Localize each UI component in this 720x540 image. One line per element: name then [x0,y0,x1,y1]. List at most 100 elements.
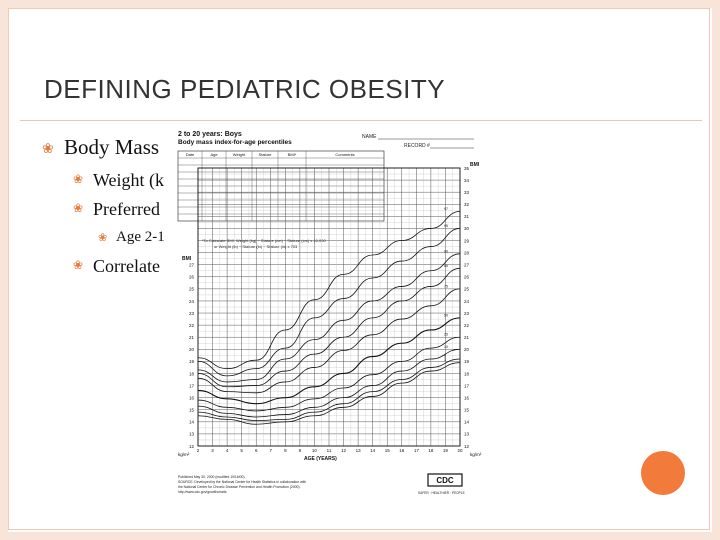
table-header: BMI* [288,152,297,157]
y-tick-label-right: 27 [464,262,470,267]
percentile-curve-25 [197,336,461,412]
x-tick-label: 8 [284,448,287,453]
x-tick-label: 14 [370,448,376,453]
cdc-logo-text: CDC [436,476,454,485]
table-header: Comments [335,152,354,157]
unit-label-left: kg/m² [178,452,190,457]
bullet-icon: ❀ [98,232,108,244]
percentile-curve-10 [197,348,461,418]
bullet-icon: ❀ [73,258,84,272]
title-divider [20,120,702,121]
x-tick-label: 7 [270,448,273,453]
y-tick-label-left: 26 [189,275,195,280]
y-tick-label-right: 33 [464,190,470,195]
y-tick-label-left: 24 [189,299,195,304]
bullet-age: Age 2-1 [116,229,165,245]
bullet-body-mass: Body Mass [64,135,160,159]
bullet-correlate: Correlate [93,256,160,276]
percentile-curve-85 [197,267,461,388]
y-tick-label-left: 17 [189,383,195,388]
slide-title: DEFINING PEDIATRIC OBESITY [44,74,446,104]
x-tick-label: 13 [356,448,362,453]
percentile-label-50: 50 [444,313,448,317]
y-tick-label-left: 20 [189,347,195,352]
footer-line-2: SOURCE: Developed by the National Center… [178,480,306,484]
percentile-curve-50 [197,317,461,405]
footer-line-4: http://www.cdc.gov/growthcharts [178,490,227,494]
footer-line-3: the National Center for Chronic Disease … [178,485,301,489]
bmi-growth-chart: 2 to 20 years: Boys Body mass index-for-… [174,128,490,500]
percentile-curve-3 [197,362,461,425]
y-tick-label-left: 16 [189,395,195,400]
y-tick-label-right: 34 [464,178,470,183]
y-tick-label-left: 27 [189,262,195,267]
y-tick-label-right: 32 [464,202,470,207]
plot-grid [197,167,461,447]
table-header: Age [210,152,218,157]
age-axis-label: AGE (YEARS) [304,456,337,462]
bmi-axis-label-left: BMI [182,256,192,262]
bullet-icon: ❀ [73,201,84,215]
bullet-preferred: Preferred [93,199,160,219]
percentile-label-5: 5 [444,354,446,358]
table-header: Date [186,152,195,157]
x-tick-label: 11 [327,448,332,453]
percentile-curve-90 [197,253,461,383]
unit-label-right: kg/m² [470,452,482,457]
y-tick-label-right: 18 [464,371,470,376]
percentile-label-3: 3 [444,358,446,362]
bullet-icon: ❀ [73,172,84,186]
cdc-logo [427,473,463,487]
x-tick-label: 20 [457,448,463,453]
x-tick-label: 2 [197,448,200,453]
y-tick-label-right: 15 [464,408,470,413]
percentile-label-85: 85 [444,264,448,268]
percentile-label-75: 75 [444,284,448,288]
decorative-orange-circle [641,451,685,495]
y-tick-label-left: 15 [189,408,195,413]
y-tick-label-right: 28 [464,250,470,255]
y-tick-label-right: 31 [464,214,470,219]
x-tick-label: 5 [240,448,243,453]
x-tick-label: 10 [312,448,318,453]
x-tick-label: 9 [299,448,302,453]
name-label: NAME [362,134,377,140]
y-tick-label-right: 12 [464,444,470,449]
y-tick-label-right: 29 [464,238,470,243]
table-header: Weight [233,152,246,157]
percentile-curve-5 [197,358,461,422]
percentile-label-10: 10 [444,345,448,349]
y-tick-label-right: 26 [464,275,470,280]
y-tick-label-right: 17 [464,383,470,388]
y-tick-label-right: 24 [464,299,470,304]
x-tick-label: 6 [255,448,258,453]
y-tick-label-right: 35 [464,166,470,171]
record-label: RECORD # [404,143,430,149]
y-tick-label-right: 19 [464,359,470,364]
y-tick-label-left: 22 [189,323,195,328]
x-tick-label: 15 [385,448,391,453]
x-tick-label: 3 [211,448,214,453]
y-tick-label-right: 23 [464,311,470,316]
y-tick-label-left: 19 [189,359,195,364]
x-tick-label: 17 [414,448,420,453]
percentile-curve-95 [197,228,461,377]
chart-header-line1: 2 to 20 years: Boys [178,131,242,138]
y-tick-label-left: 12 [189,444,195,449]
bmi-chart-svg: 2 to 20 years: Boys Body mass index-for-… [177,131,482,495]
slide-inner-border [8,8,710,530]
x-tick-label: 16 [399,448,405,453]
y-tick-label-right: 21 [464,335,470,340]
percentile-curve-75 [197,288,461,394]
percentile-label-25: 25 [444,333,448,337]
y-tick-label-right: 25 [464,287,470,292]
axis-labels: 1213141516171819202122232425262728293031… [189,166,470,453]
y-tick-label-left: 14 [189,420,195,425]
y-tick-label-right: 22 [464,323,470,328]
percentile-label-97: 97 [444,207,448,211]
y-tick-label-left: 23 [189,311,195,316]
y-tick-label-left: 21 [189,335,195,340]
bmi-axis-label-right: BMI [470,162,480,168]
percentile-label-90: 90 [444,249,448,253]
